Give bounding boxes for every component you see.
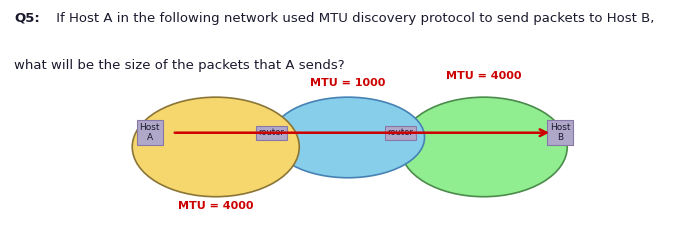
Text: Host
B: Host B: [550, 123, 571, 142]
Text: If Host A in the following network used MTU discovery protocol to send packets t: If Host A in the following network used …: [52, 12, 654, 25]
Ellipse shape: [271, 97, 425, 178]
Text: what will be the size of the packets that A sends?: what will be the size of the packets tha…: [14, 59, 345, 72]
Text: Host
A: Host A: [139, 123, 160, 142]
Ellipse shape: [132, 97, 299, 197]
Text: MTU = 4000: MTU = 4000: [178, 201, 253, 211]
Ellipse shape: [400, 97, 567, 197]
Text: MTU = 1000: MTU = 1000: [310, 78, 386, 88]
Text: MTU = 4000: MTU = 4000: [446, 71, 521, 81]
Text: Q5:: Q5:: [14, 12, 40, 25]
Text: router: router: [258, 128, 285, 137]
Text: router: router: [387, 128, 413, 137]
